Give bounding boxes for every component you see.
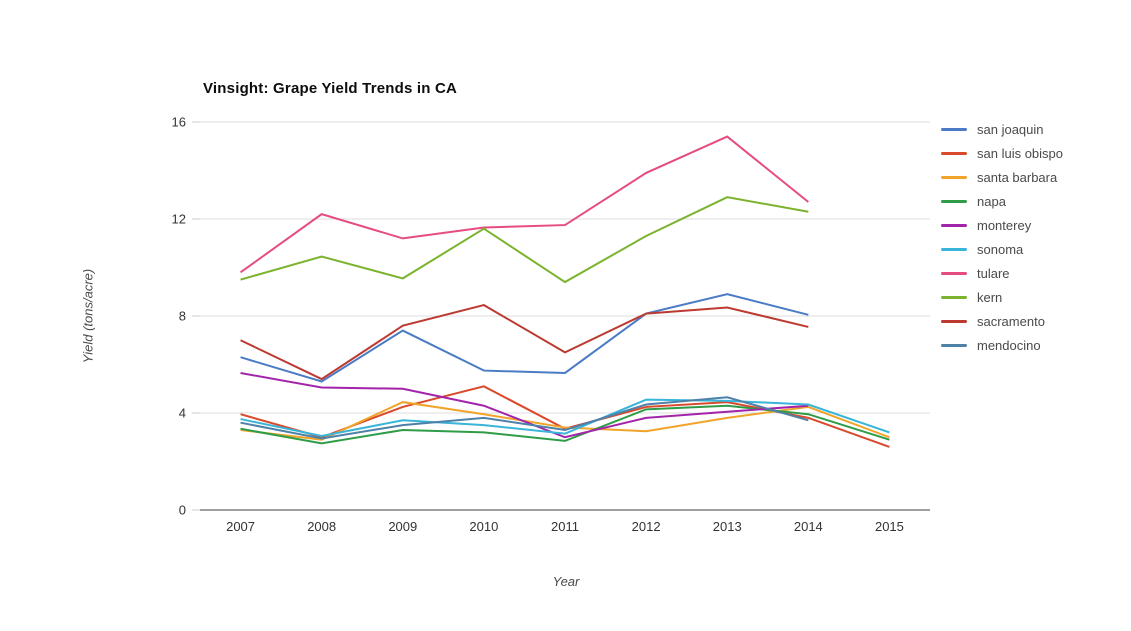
y-tick-label: 0: [179, 503, 186, 518]
legend-label: sacramento: [977, 313, 1045, 329]
legend-item-monterey: monterey: [941, 213, 1063, 237]
series-line-san-joaquin: [240, 293, 809, 383]
x-tick-label: 2011: [551, 519, 579, 534]
chart-title: Vinsight: Grape Yield Trends in CA: [203, 80, 458, 97]
x-tick-label: 2008: [307, 519, 336, 534]
legend-line-swatch: [941, 127, 967, 131]
legend-line-swatch: [941, 247, 967, 251]
legend-item-sacramento: sacramento: [941, 309, 1063, 333]
legend-line-swatch: [941, 223, 967, 227]
x-tick-label: 2015: [875, 519, 904, 534]
legend: san joaquin san luis obispo santa barbara n…: [941, 117, 1063, 357]
legend-label: kern: [977, 289, 1003, 305]
legend-item-kern: kern: [941, 285, 1063, 309]
x-tick-label: 2014: [794, 519, 823, 534]
legend-item-san-luis-obispo: san luis obispo: [941, 141, 1063, 165]
legend-label: san luis obispo: [977, 145, 1063, 161]
legend-label: monterey: [977, 217, 1032, 233]
legend-label: tulare: [977, 265, 1010, 281]
y-tick-label: 16: [172, 115, 186, 130]
legend-label: napa: [977, 193, 1006, 209]
legend-item-santa-barbara: santa barbara: [941, 165, 1063, 189]
x-tick-label: 2007: [226, 519, 255, 534]
x-tick-label: 2012: [632, 519, 661, 534]
legend-line-swatch: [941, 199, 967, 203]
legend-line-swatch: [941, 151, 967, 155]
series-line-tulare: [239, 135, 809, 274]
series-line-napa: [240, 404, 890, 445]
legend-line-swatch: [941, 343, 967, 347]
legend-line-swatch: [941, 319, 967, 323]
legend-label: mendocino: [977, 337, 1041, 353]
x-tick-label: 2010: [469, 519, 498, 534]
legend-item-sonoma: sonoma: [941, 237, 1063, 261]
series-line-mendocino: [240, 396, 809, 440]
x-axis-title: Year: [552, 574, 580, 589]
legend-item-tulare: tulare: [941, 261, 1063, 285]
legend-item-san-joaquin: san joaquin: [941, 117, 1063, 141]
legend-line-swatch: [941, 295, 967, 299]
legend-line-swatch: [941, 175, 967, 179]
x-tick-label: 2009: [388, 519, 417, 534]
series-line-monterey: [240, 372, 809, 439]
y-tick-label: 4: [179, 406, 186, 421]
y-tick-label: 12: [172, 212, 186, 227]
series-line-sacramento: [240, 304, 809, 381]
series-line-sonoma: [240, 398, 890, 438]
legend-line-swatch: [941, 271, 967, 275]
legend-label: sonoma: [977, 241, 1024, 257]
y-tick-label: 8: [179, 309, 186, 324]
legend-item-mendocino: mendocino: [941, 333, 1063, 357]
legend-item-napa: napa: [941, 189, 1063, 213]
x-tick-label: 2013: [713, 519, 742, 534]
legend-label: san joaquin: [977, 121, 1044, 137]
legend-label: santa barbara: [977, 169, 1058, 185]
series-line-kern: [240, 196, 809, 284]
